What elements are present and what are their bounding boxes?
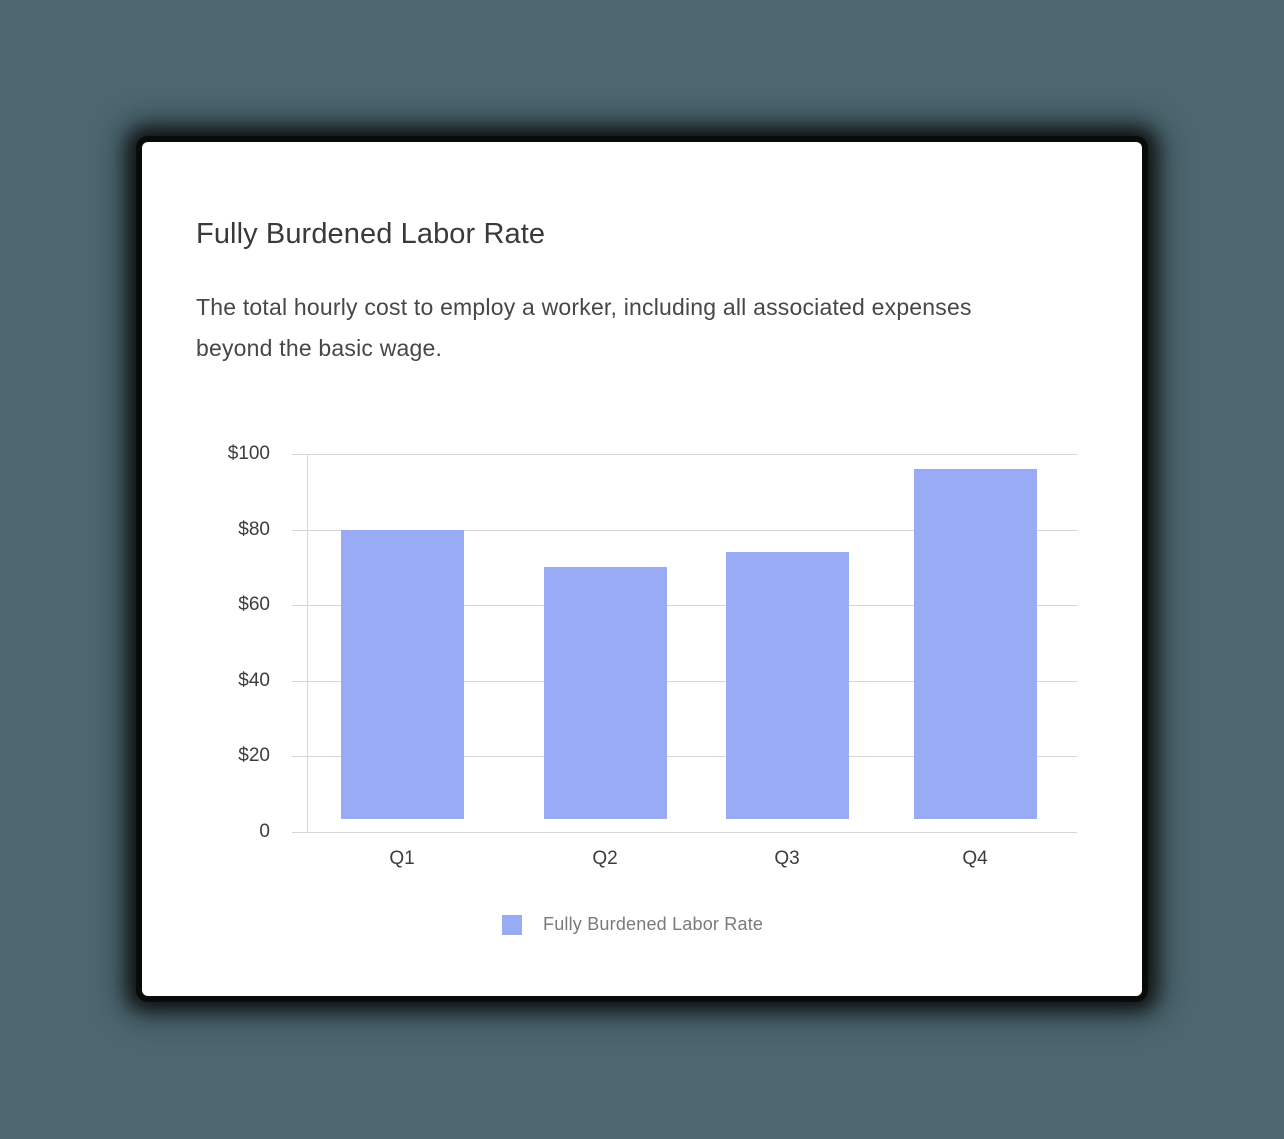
y-axis-line — [307, 454, 308, 832]
gridline-0 — [292, 832, 1077, 833]
y-tick-label: $80 — [238, 519, 270, 540]
gridline-100 — [292, 454, 1077, 455]
y-tick-label: 0 — [259, 821, 270, 842]
legend-label: Fully Burdened Labor Rate — [543, 914, 764, 934]
card-title: Fully Burdened Labor Rate — [196, 218, 546, 250]
y-tick-label: $100 — [227, 443, 270, 464]
gridline-40 — [292, 681, 1077, 682]
x-tick-label: Q4 — [962, 848, 988, 869]
card-description: The total hourly cost to employ a worker… — [196, 294, 972, 361]
y-tick-label: $40 — [238, 670, 270, 691]
x-tick-label: Q3 — [774, 848, 800, 869]
bar-q4[interactable] — [914, 469, 1037, 819]
y-tick-label: $60 — [238, 594, 270, 615]
y-tick-label: $20 — [238, 745, 270, 766]
bar-q2[interactable] — [544, 567, 667, 819]
legend-swatch-icon — [502, 914, 522, 935]
bar-chart: $100 $80 $60 $40 $20 0 Q1 Q2 Q3 Q4 Fully… — [142, 142, 1142, 996]
gridline-60 — [292, 605, 1077, 606]
gridline-20 — [292, 756, 1077, 757]
x-tick-label: Q1 — [389, 848, 415, 869]
gridline-80 — [292, 530, 1077, 531]
x-tick-label: Q2 — [592, 848, 618, 869]
bar-q3[interactable] — [726, 552, 849, 819]
bar-q1[interactable] — [341, 529, 464, 819]
chart-legend[interactable]: Fully Burdened Labor Rate — [502, 914, 763, 935]
chart-card: Fully Burdened Labor Rate The total hour… — [142, 142, 1142, 996]
